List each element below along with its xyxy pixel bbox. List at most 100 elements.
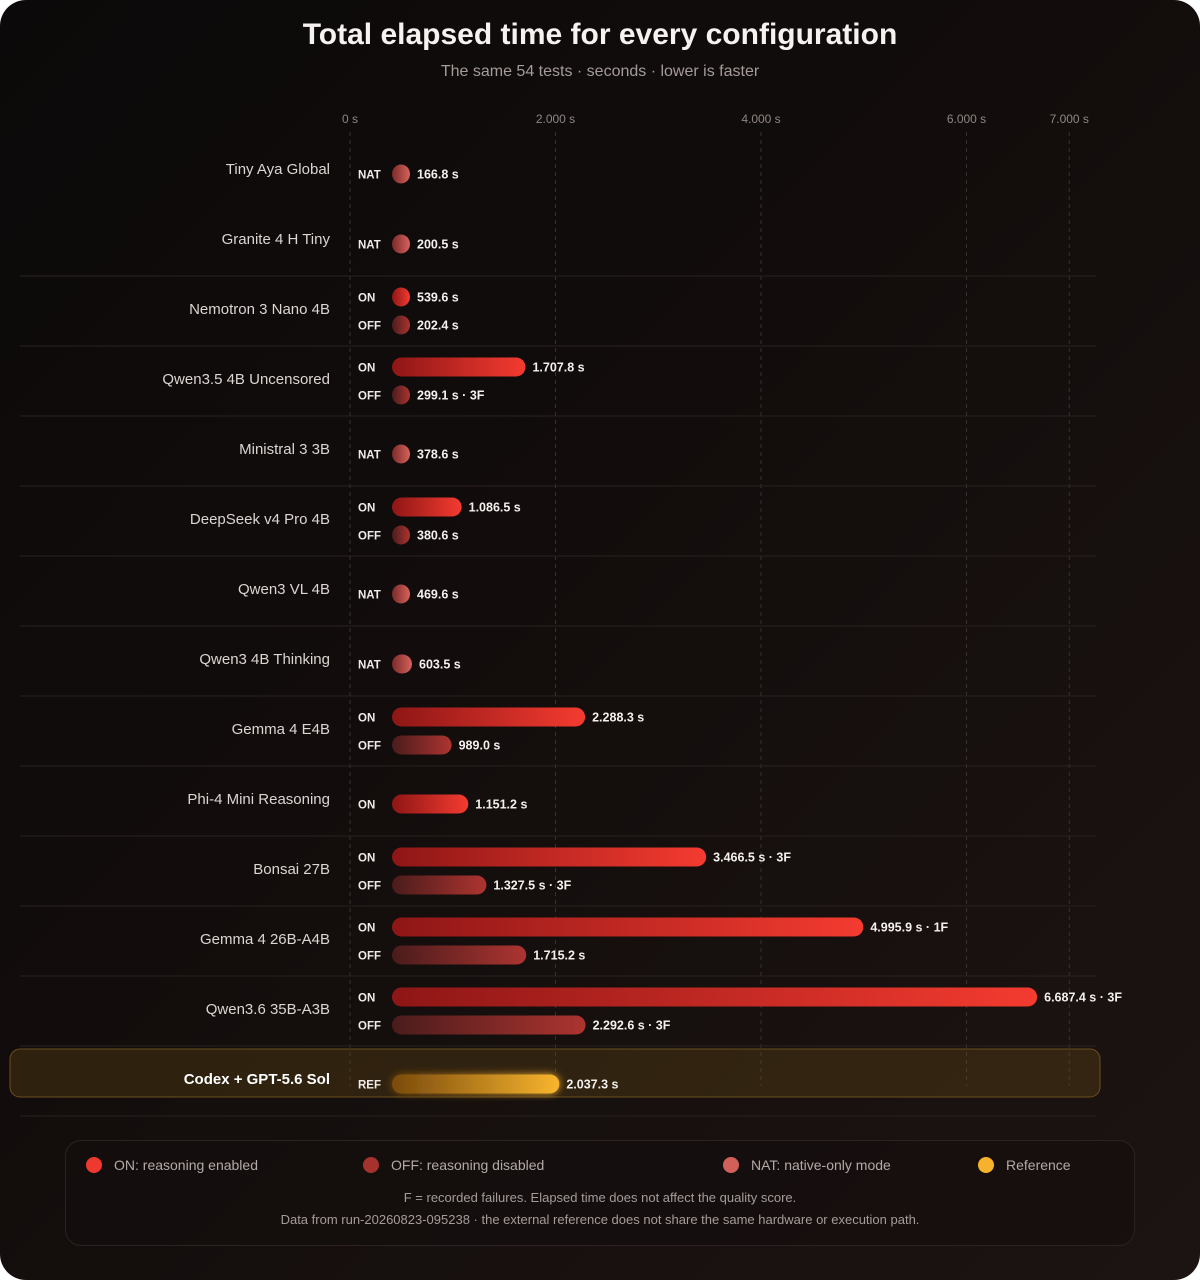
bar-value-label: 378.6 s [417,448,459,462]
bar-mode-label: OFF [358,881,381,893]
legend-dot-ref [978,1157,994,1173]
bar-value-label: 299.1 s · 3F [417,389,485,403]
bar [392,444,410,464]
bar [392,1074,560,1094]
bar [392,287,410,307]
bar-value-label: 6.687.4 s · 3F [1044,991,1122,1005]
group-label: Tiny Aya Global [226,161,330,178]
bar-value-label: 3.466.5 s · 3F [713,851,791,865]
legend-note-source: Data from run-20260823-095238 · the exte… [280,1212,920,1227]
group-label: Codex + GPT-5.6 Sol [184,1071,330,1088]
legend-item-off: OFF: reasoning disabled [363,1157,544,1173]
bar-value-label: 1.151.2 s [475,798,527,812]
bar [392,917,864,937]
bar-value-label: 989.0 s [459,739,501,753]
legend-dot-off [363,1157,379,1173]
bar-mode-label: ON [358,363,375,375]
group-label: Qwen3 4B Thinking [199,651,330,668]
bar-value-label: 469.6 s [417,588,459,602]
bar-value-label: 380.6 s [417,529,459,543]
legend-label-ref: Reference [1006,1157,1071,1173]
legend-item-ref: Reference [978,1157,1071,1173]
bar-mode-label: ON [358,713,375,725]
group-label: Qwen3.5 4B Uncensored [162,371,330,388]
bar-mode-label: ON [358,800,375,812]
bar [392,315,410,335]
bar-value-label: 166.8 s [417,168,459,182]
tick-label-0: 0 s [342,112,358,126]
tick-label-2: 4.000 s [741,112,780,126]
group-label: Gemma 4 E4B [232,721,330,738]
group-label: DeepSeek v4 Pro 4B [190,511,330,528]
bar [392,987,1038,1007]
bar [392,875,487,895]
group-label: Qwen3.6 35B-A3B [206,1001,330,1018]
bar-value-label: 1.086.5 s [469,501,521,515]
bar [392,234,410,254]
bar-mode-label: ON [358,853,375,865]
group-label: Ministral 3 3B [239,441,330,458]
bar-mode-label: NAT [358,660,381,672]
bar [392,707,586,727]
tick-label-3: 6.000 s [947,112,986,126]
bar-value-label: 1.715.2 s [533,949,585,963]
legend-dot-nat [723,1157,739,1173]
bar-value-label: 2.037.3 s [566,1078,618,1092]
legend-label-off: OFF: reasoning disabled [391,1157,545,1173]
bar-value-label: 2.288.3 s [592,711,644,725]
bar [392,164,410,184]
bar-mode-label: OFF [358,1021,381,1033]
tick-label-4: 7.000 s [1050,112,1089,126]
bar-value-label: 539.6 s [417,291,459,305]
bar-value-label: 202.4 s [417,319,459,333]
bar-mode-label: OFF [358,391,381,403]
bar-mode-label: OFF [358,321,381,333]
bar [392,584,410,604]
bar-value-label: 1.327.5 s · 3F [493,879,571,893]
bar-value-label: 4.995.9 s · 1F [870,921,948,935]
group-label: Bonsai 27B [253,861,330,878]
bar [392,847,707,867]
bar [392,945,527,965]
bar-mode-label: REF [358,1080,381,1092]
chart-subtitle: The same 54 tests · seconds · lower is f… [440,63,760,80]
group-label: Nemotron 3 Nano 4B [189,301,330,318]
legend: ON: reasoning enabled OFF: reasoning dis… [65,1140,1135,1246]
bar [392,1015,586,1035]
legend-label-nat: NAT: native-only mode [751,1157,891,1173]
bar-mode-label: OFF [358,951,381,963]
bar-mode-label: OFF [358,531,381,543]
bar-mode-label: ON [358,293,375,305]
legend-note-failures: F = recorded failures. Elapsed time does… [403,1190,797,1205]
bar-mode-label: NAT [358,240,381,252]
bar-mode-label: ON [358,503,375,515]
group-label: Granite 4 H Tiny [222,231,331,248]
bar-value-label: 603.5 s [419,658,461,672]
bar-value-label: 1.707.8 s [532,361,584,375]
bar [392,654,413,674]
legend-dot-on [86,1157,102,1173]
group-label: Gemma 4 26B-A4B [200,931,330,948]
bar-mode-label: ON [358,923,375,935]
group-label: Qwen3 VL 4B [238,581,330,598]
bar-mode-label: NAT [358,450,381,462]
bar-mode-label: OFF [358,741,381,753]
legend-item-on: ON: reasoning enabled [86,1157,258,1173]
bar-mode-label: ON [358,993,375,1005]
bar [392,735,452,755]
legend-item-nat: NAT: native-only mode [723,1157,891,1173]
reference-row-highlight [9,1048,1101,1098]
bar [392,525,410,545]
bar-value-label: 2.292.6 s · 3F [593,1019,671,1033]
tick-label-1: 2.000 s [536,112,575,126]
bar [392,385,410,405]
bar-chart: 0 s 2.000 s 4.000 s 6.000 s 7.000 s Tiny Aya … [9,112,1122,1117]
legend-label-on: ON: reasoning enabled [114,1157,258,1173]
bar-value-label: 200.5 s [417,238,459,252]
bar-mode-label: NAT [358,590,381,602]
bar [392,497,462,517]
bar [392,357,526,377]
bar [392,794,469,814]
bar-mode-label: NAT [358,170,381,182]
